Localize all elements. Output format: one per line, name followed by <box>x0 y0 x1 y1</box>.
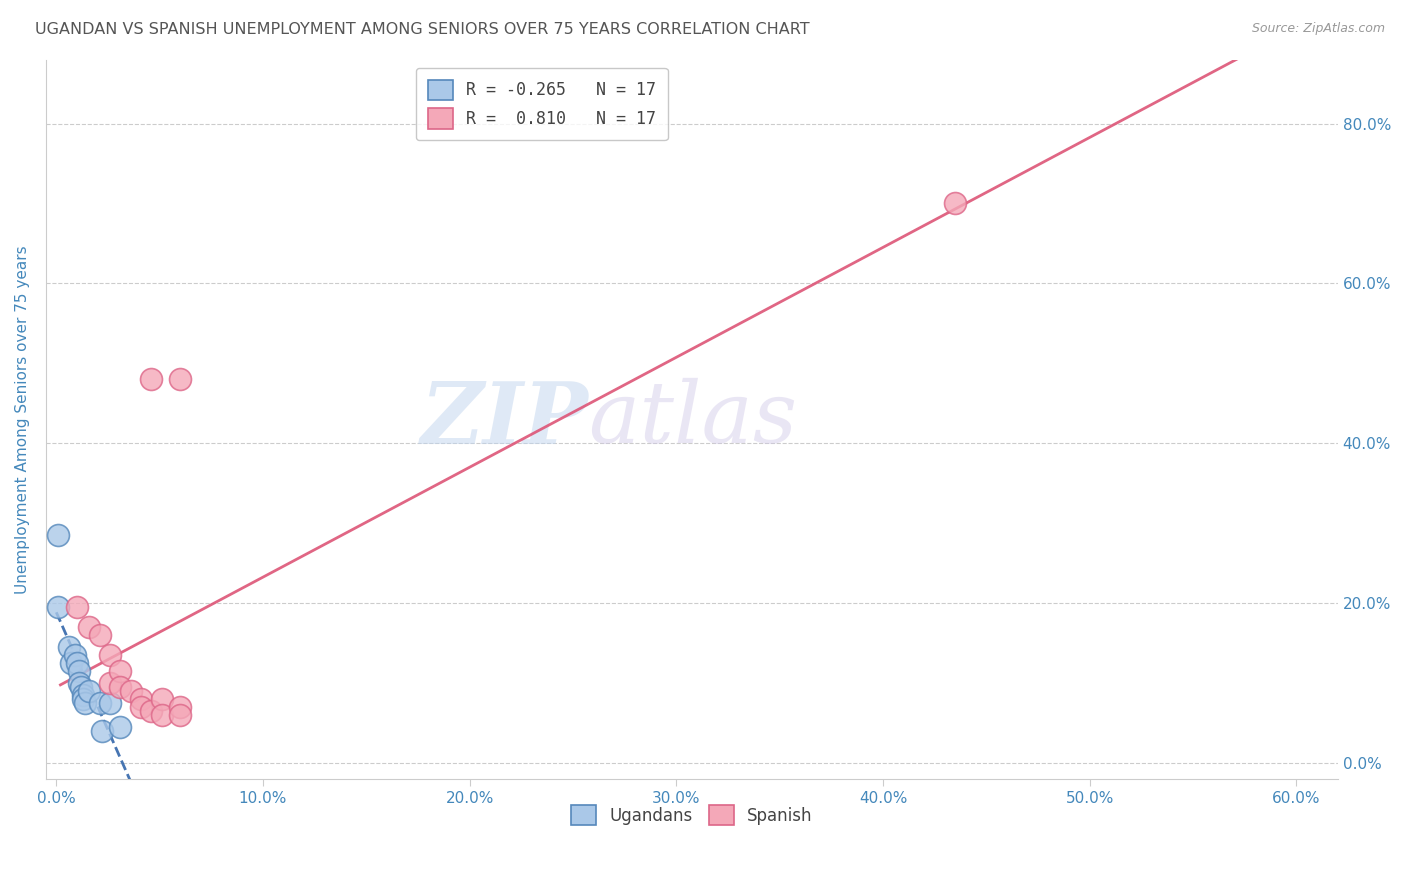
Point <box>98 696 121 710</box>
Point <box>67 676 90 690</box>
Point <box>79 620 101 634</box>
Point <box>150 692 173 706</box>
Point <box>72 688 94 702</box>
Point <box>129 700 152 714</box>
Point <box>48 600 70 615</box>
Text: ZIP: ZIP <box>420 377 589 461</box>
Point <box>98 648 121 662</box>
Text: Source: ZipAtlas.com: Source: ZipAtlas.com <box>1251 22 1385 36</box>
Point <box>48 528 70 542</box>
Point <box>67 664 90 678</box>
Point <box>943 196 966 211</box>
Point <box>79 684 101 698</box>
Point <box>110 720 132 734</box>
Point <box>129 692 152 706</box>
Point <box>66 656 89 670</box>
Point <box>169 708 191 723</box>
Point <box>141 372 163 386</box>
Point <box>110 664 132 678</box>
Point <box>63 648 86 662</box>
Point <box>169 372 191 386</box>
Point <box>72 692 94 706</box>
Point <box>150 708 173 723</box>
Point <box>70 680 93 694</box>
Point <box>98 676 121 690</box>
Legend: Ugandans, Spanish: Ugandans, Spanish <box>561 795 823 835</box>
Point <box>59 656 82 670</box>
Point <box>75 696 97 710</box>
Point <box>90 723 112 738</box>
Point <box>120 684 142 698</box>
Point <box>66 600 89 615</box>
Text: atlas: atlas <box>589 378 797 460</box>
Point <box>58 640 80 654</box>
Point <box>110 680 132 694</box>
Point <box>169 700 191 714</box>
Point <box>89 628 111 642</box>
Y-axis label: Unemployment Among Seniors over 75 years: Unemployment Among Seniors over 75 years <box>15 245 30 593</box>
Text: UGANDAN VS SPANISH UNEMPLOYMENT AMONG SENIORS OVER 75 YEARS CORRELATION CHART: UGANDAN VS SPANISH UNEMPLOYMENT AMONG SE… <box>35 22 810 37</box>
Point <box>89 696 111 710</box>
Point <box>141 704 163 718</box>
